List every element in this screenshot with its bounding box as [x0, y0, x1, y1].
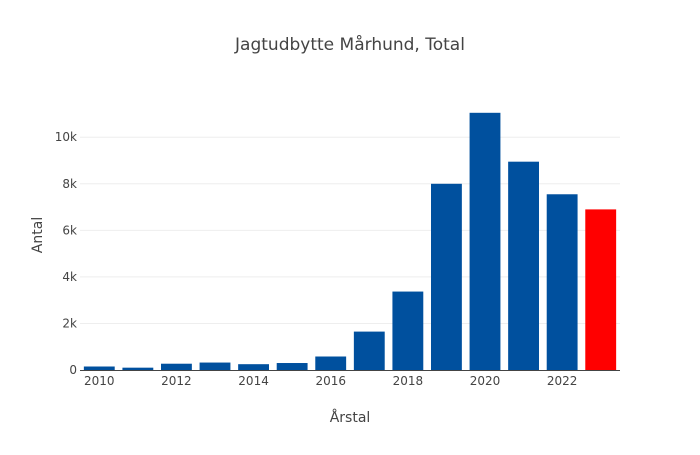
y-tick-label: 6k: [62, 223, 77, 237]
y-tick-labels: 0 2k 4k 6k 8k 10k: [55, 130, 77, 377]
x-tick-label: 2016: [315, 374, 346, 388]
x-tick-labels: 2010 2012 2014 2016 2018 2020 2022: [84, 374, 577, 388]
bar-2011[interactable]: [122, 367, 154, 370]
bar-2012[interactable]: [161, 363, 192, 370]
bar-2010[interactable]: [83, 366, 115, 370]
bar-2023[interactable]: [585, 209, 617, 370]
bar-2016[interactable]: [315, 356, 347, 371]
y-tick-label: 8k: [62, 177, 77, 191]
bar-2013[interactable]: [199, 362, 231, 370]
bar-2020[interactable]: [469, 112, 501, 370]
y-tick-label: 10k: [55, 130, 77, 144]
bar-2015[interactable]: [276, 363, 308, 370]
x-tick-label: 2010: [84, 374, 115, 388]
bar-2021[interactable]: [508, 161, 539, 370]
bars: [83, 112, 617, 371]
x-tick-label: 2020: [470, 374, 501, 388]
x-tick-label: 2014: [238, 374, 269, 388]
x-axis-title: Årstal: [330, 409, 371, 426]
bar-2019[interactable]: [431, 183, 462, 370]
x-tick-label: 2022: [547, 374, 578, 388]
x-tick-label: 2012: [161, 374, 192, 388]
chart-title: Jagtudbytte Mårhund, Total: [234, 34, 465, 55]
bar-2018[interactable]: [392, 291, 424, 370]
x-tick-label: 2018: [393, 374, 424, 388]
bar-2022[interactable]: [546, 194, 578, 370]
y-axis-title: Antal: [30, 217, 46, 253]
y-tick-label: 0: [69, 363, 77, 377]
bar-2017[interactable]: [353, 331, 385, 370]
bar-2014[interactable]: [238, 364, 269, 370]
y-tick-label: 2k: [62, 316, 77, 330]
y-tick-label: 4k: [62, 270, 77, 284]
